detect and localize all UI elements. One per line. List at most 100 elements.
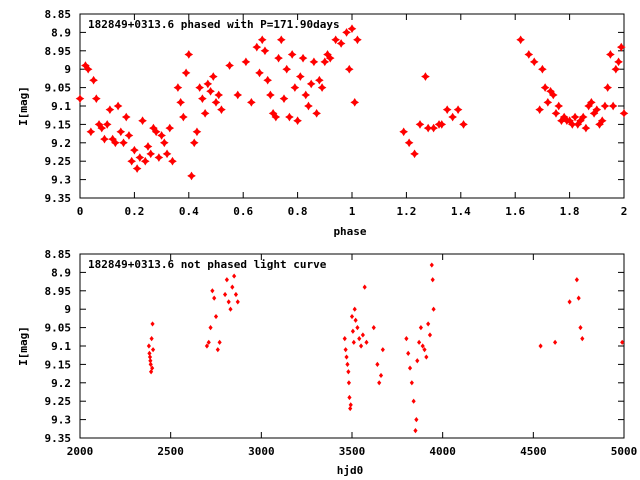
raw-data-point: [580, 336, 585, 342]
raw-data-point: [212, 295, 217, 301]
phased-data-point: [587, 97, 596, 107]
raw-data-point: [344, 354, 349, 360]
phased-x-tick-label: 2: [621, 205, 628, 218]
phased-data-point: [225, 61, 234, 70]
raw-data-point: [362, 284, 367, 290]
raw-y-tick-label: 9: [64, 303, 71, 316]
phased-data-point: [611, 64, 621, 74]
phased-data-point: [192, 127, 202, 137]
raw-x-tick-label: 4500: [520, 445, 547, 458]
raw-data-point: [574, 277, 579, 283]
phased-plot-frame: [79, 13, 625, 199]
phased-data-point: [448, 112, 457, 122]
raw-data-point: [232, 273, 237, 279]
phased-data-point: [97, 123, 107, 133]
raw-data-point: [146, 343, 151, 349]
phased-data-point: [309, 57, 319, 67]
phased-y-tick-label: 8.85: [45, 8, 72, 21]
phased-data-point: [404, 138, 414, 148]
phased-data-point: [543, 97, 553, 107]
raw-data-point: [206, 339, 211, 345]
phased-data-point: [274, 53, 283, 63]
phased-data-point: [535, 105, 545, 115]
raw-data-point: [352, 306, 357, 312]
phased-data-point: [323, 50, 332, 59]
phased-data-point: [600, 101, 610, 111]
phased-data-point: [102, 120, 112, 129]
phased-data-point: [81, 61, 90, 70]
phased-data-point: [567, 120, 577, 129]
phased-data-point: [353, 35, 362, 45]
phased-data-point: [162, 149, 172, 159]
phased-data-point: [557, 116, 566, 126]
phased-data-point: [255, 68, 264, 78]
phased-data-point: [181, 68, 191, 78]
raw-data-point: [380, 347, 385, 353]
phased-y-tick-label: 9.3: [51, 174, 71, 187]
phased-data-point: [312, 109, 321, 118]
raw-data-point: [409, 380, 414, 386]
phased-data-point: [146, 149, 156, 159]
phased-data-point: [336, 39, 346, 48]
phased-data-point: [282, 64, 292, 74]
phased-data-point: [516, 35, 525, 45]
phased-data-point: [217, 105, 226, 115]
raw-y-tick-label: 9.25: [45, 395, 72, 408]
phased-data-point: [206, 86, 215, 96]
phased-data-point: [257, 35, 267, 45]
phased-data-point: [187, 171, 196, 181]
phased-data-point: [132, 164, 142, 173]
raw-data-point: [149, 336, 154, 342]
phased-data-point: [437, 120, 447, 129]
raw-data-point: [346, 380, 351, 386]
raw-data-point: [360, 332, 365, 338]
phased-data-point: [279, 94, 289, 103]
phased-x-tick-label: 1.8: [560, 205, 580, 218]
phased-data-point: [589, 109, 599, 118]
raw-y-axis-label: I[mag]: [17, 326, 30, 366]
raw-x-axis-label: hjd0: [337, 464, 364, 477]
phased-data-point: [111, 138, 120, 148]
raw-data-point: [230, 284, 235, 290]
raw-data-point: [345, 361, 350, 367]
raw-data-point: [226, 299, 231, 305]
phased-data-point: [138, 116, 147, 126]
raw-data-point: [150, 365, 155, 371]
raw-data-point: [228, 306, 233, 312]
raw-data-point: [346, 369, 351, 375]
phased-data-point: [603, 83, 613, 92]
phased-data-point: [551, 109, 561, 118]
phased-x-tick-label: 1: [349, 205, 356, 218]
phased-y-tick-label: 9.2: [51, 137, 71, 150]
raw-data-point: [222, 291, 228, 298]
raw-data-point: [431, 306, 436, 312]
raw-data-point: [149, 369, 154, 375]
phased-y-tick-label: 9.05: [45, 82, 72, 95]
phased-data-point: [554, 101, 564, 111]
phased-data-point: [415, 120, 425, 129]
phased-data-point: [614, 57, 623, 67]
phased-data-point: [399, 127, 409, 137]
raw-data-point: [538, 343, 543, 349]
raw-data-point: [210, 288, 215, 294]
raw-x-tick-label: 3000: [248, 445, 275, 458]
raw-data-point: [208, 325, 213, 331]
raw-data-point: [204, 343, 210, 349]
phased-x-tick-label: 1.2: [396, 205, 416, 218]
raw-data-point: [567, 299, 572, 305]
phased-data-point: [325, 53, 335, 63]
phased-data-point: [597, 116, 607, 126]
phased-data-point: [100, 134, 109, 144]
phased-data-point: [124, 131, 134, 140]
phased-data-point: [198, 94, 207, 103]
raw-data-point: [364, 339, 369, 345]
phased-data-point: [576, 116, 585, 126]
raw-panel: 182849+0313.6 not phased light curve 200…: [17, 248, 637, 477]
phased-data-point: [453, 105, 463, 115]
raw-data-point: [351, 339, 356, 345]
phased-data-point: [140, 156, 150, 166]
phased-data-point: [295, 72, 305, 81]
phased-data-point: [584, 101, 593, 111]
phased-x-tick-label: 0.8: [288, 205, 308, 218]
phased-data-point: [149, 123, 158, 133]
